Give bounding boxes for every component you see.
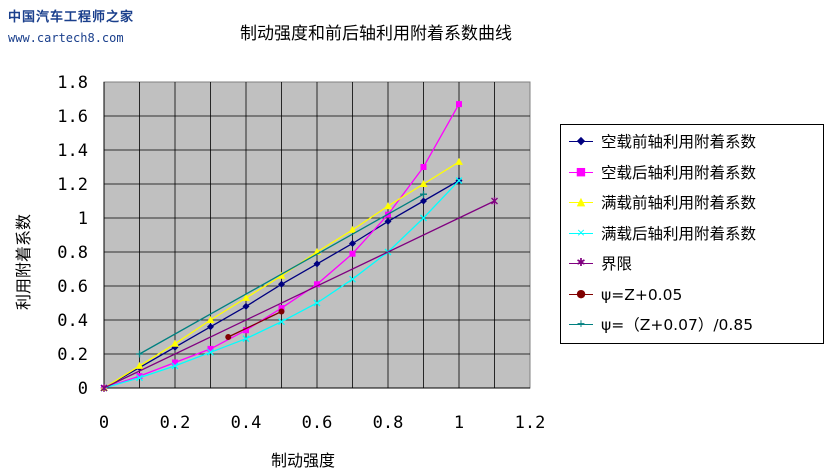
chart-title: 制动强度和前后轴利用附着系数曲线: [240, 24, 512, 44]
legend-marker-icon: ◆: [576, 134, 586, 147]
chart-legend: ◆ 空载前轴利用附着系数 ■ 空载后轴利用附着系数 ▲ 满载前轴利用附着系数 × 满载后轴利用…: [560, 124, 824, 344]
y-tick-label: 1.4: [57, 141, 88, 161]
data-point-series-0: [242, 302, 250, 310]
data-point-series-2: [171, 339, 179, 347]
data-point-series-0: [384, 217, 392, 225]
data-point-series-2: [348, 225, 357, 233]
y-tick-label: 1.6: [57, 107, 88, 127]
data-point-series-3: [242, 335, 250, 343]
legend-marker-icon: ×: [576, 225, 586, 239]
legend-line-swatch: [569, 171, 593, 173]
data-point-series-1: [278, 305, 285, 312]
legend-item: ● ψ=Z+0.05: [561, 284, 823, 306]
data-point-series-2: [206, 316, 215, 323]
data-point-series-5: [278, 308, 285, 315]
x-tick-label: 0.4: [231, 413, 262, 433]
data-point-series-1: [456, 101, 462, 108]
series-line-4: [103, 200, 495, 389]
legend-line-swatch: [569, 232, 593, 234]
data-point-series-1: [243, 327, 249, 334]
data-point-series-4: [100, 384, 108, 392]
x-tick-label: 0.8: [373, 413, 404, 433]
legend-marker-icon: +: [576, 317, 586, 330]
y-tick-label: 0.2: [57, 345, 88, 365]
data-point-series-2: [419, 180, 428, 187]
legend-item: ▲ 满载前轴利用附着系数: [561, 192, 823, 214]
legend-marker-icon: ●: [576, 286, 586, 300]
legend-label: 空载前轴利用附着系数: [601, 133, 757, 151]
x-axis-label: 制动强度: [271, 451, 336, 470]
data-point-series-0: [349, 240, 356, 247]
data-point-series-3: [455, 177, 463, 185]
legend-label: 界限: [601, 255, 633, 273]
legend-line-swatch: [569, 202, 593, 203]
legend-item: + ψ=（Z+0.07）/0.85: [561, 314, 823, 336]
legend-marker-icon: ■: [575, 164, 587, 178]
legend-label: ψ=（Z+0.07）/0.85: [601, 316, 754, 334]
legend-marker-icon: ✱: [576, 256, 586, 269]
data-point-series-1: [136, 373, 143, 380]
watermark-logo-text: 中国汽车工程师之家: [8, 10, 135, 25]
data-point-series-1: [420, 164, 427, 170]
legend-label: 满载前轴利用附着系数: [601, 194, 757, 212]
data-point-series-3: [207, 348, 214, 356]
data-point-series-0: [278, 280, 285, 288]
data-point-series-1: [314, 281, 320, 288]
data-point-series-2: [135, 361, 144, 369]
legend-label: 空载后轴利用附着系数: [601, 163, 757, 182]
legend-line-swatch: [569, 324, 593, 325]
legend-item: ■ 空载后轴利用附着系数: [561, 162, 823, 184]
data-point-series-3: [136, 374, 143, 382]
legend-line-swatch: [569, 141, 593, 142]
data-point-series-3: [171, 362, 179, 370]
y-tick-label: 0.4: [57, 311, 88, 331]
x-tick-label: 0.6: [302, 413, 333, 433]
data-point-series-6: [136, 350, 143, 358]
data-point-series-4: [491, 197, 498, 205]
data-point-series-5: [225, 334, 232, 340]
watermark-url: www.cartech8.com: [8, 31, 124, 45]
legend-item: ◆ 空载前轴利用附着系数: [561, 131, 823, 153]
legend-item: ✱ 界限: [561, 253, 823, 275]
data-point-series-3: [420, 214, 427, 222]
x-tick-label: 1: [454, 413, 464, 433]
x-tick-label: 0.2: [160, 413, 191, 433]
y-tick-label: 0.6: [57, 277, 88, 297]
data-point-series-2: [384, 202, 392, 210]
data-point-series-3: [313, 299, 321, 307]
data-point-series-3: [349, 275, 356, 283]
y-tick-label: 1: [78, 209, 88, 229]
x-tick-label: 1.2: [515, 413, 546, 433]
legend-marker-icon: ▲: [576, 195, 586, 208]
data-point-series-1: [349, 250, 356, 257]
legend-label: 满载后轴利用附着系数: [601, 224, 757, 243]
data-point-series-0: [420, 197, 427, 205]
data-point-series-0: [207, 323, 214, 331]
x-tick-label: 0: [99, 413, 109, 433]
data-point-series-3: [278, 318, 285, 326]
y-tick-label: 0.8: [57, 243, 88, 263]
data-point-series-2: [242, 293, 250, 301]
legend-item: × 满载后轴利用附着系数: [561, 223, 823, 245]
y-tick-label: 0: [78, 379, 88, 399]
data-point-series-6: [420, 190, 427, 198]
legend-line-swatch: [569, 293, 593, 295]
legend-label: ψ=Z+0.05: [601, 285, 683, 304]
legend-line-swatch: [569, 263, 593, 264]
series-line-5: [227, 310, 282, 338]
series-line-6: [139, 193, 424, 355]
data-point-series-2: [455, 157, 463, 165]
data-point-series-1: [207, 345, 214, 352]
y-tick-label: 1.8: [57, 73, 88, 93]
data-point-series-1: [172, 359, 178, 366]
data-point-series-0: [313, 260, 321, 268]
data-point-series-2: [277, 271, 286, 279]
y-tick-label: 1.2: [57, 175, 88, 195]
